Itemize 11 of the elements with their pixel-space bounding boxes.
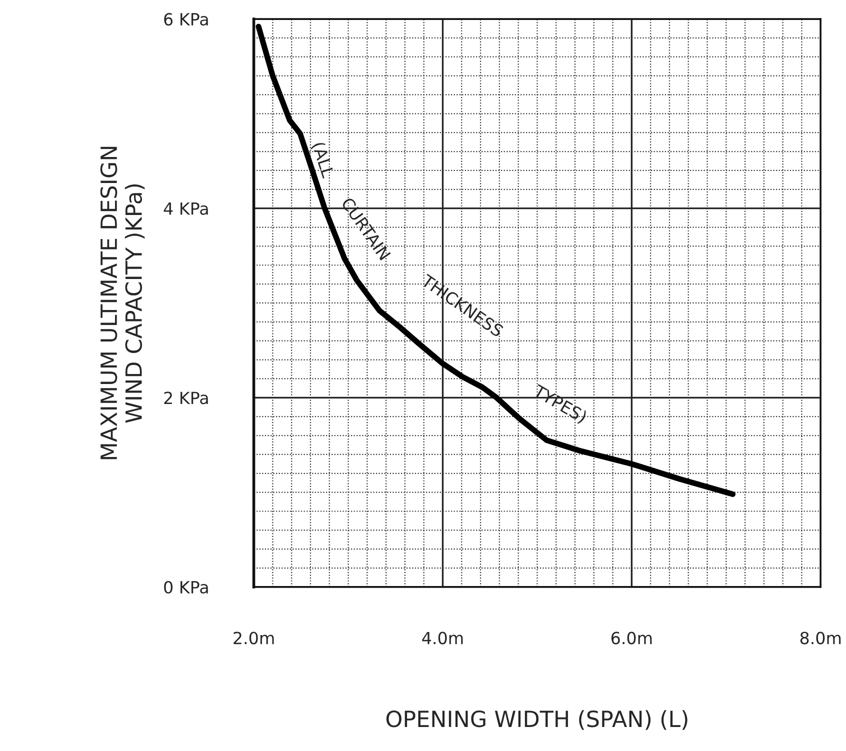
x-tick-label: 6.0m [611,632,652,644]
y-tick-label: 6 KPa [164,12,208,26]
y-tick-label: 2 KPa [164,392,208,404]
annotation: (ALL [310,141,336,180]
x-tick-label: 8.0m [800,632,841,644]
x-tick-label: 4.0m [422,632,463,644]
y-tick-label: 4 KPa [164,202,208,215]
y-axis-title: MAXIMUM ULTIMATE DESIGN WIND CAPACITY )KPa) [100,146,145,460]
x-axis-title: OPENING WIDTH (SPAN) (L) [386,710,688,730]
y-tick-label: 0 KPa [164,580,208,594]
x-tick-label: 2.0m [234,632,274,644]
